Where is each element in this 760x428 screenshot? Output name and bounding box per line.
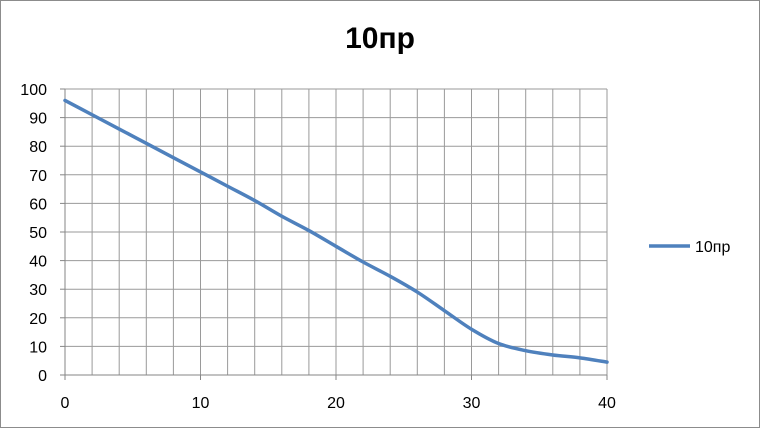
series-line xyxy=(63,98,609,364)
y-tick-label: 70 xyxy=(29,168,47,185)
y-tick-label: 40 xyxy=(29,254,47,271)
y-tick-label: 100 xyxy=(20,82,47,99)
y-tick-label: 90 xyxy=(29,111,47,128)
y-tick-label: 80 xyxy=(29,139,47,156)
series-group xyxy=(63,98,609,364)
axes xyxy=(60,88,608,380)
y-tick-label: 60 xyxy=(29,196,47,213)
y-tick-label: 10 xyxy=(29,339,47,356)
x-tick-label: 10 xyxy=(192,395,210,412)
x-tick-label: 20 xyxy=(327,395,345,412)
x-tick-label: 30 xyxy=(463,395,481,412)
grid xyxy=(64,88,608,376)
chart-title: 10пр xyxy=(345,22,415,55)
x-tick-label: 40 xyxy=(598,395,616,412)
y-tick-label: 20 xyxy=(29,311,47,328)
y-tick-label: 50 xyxy=(29,225,47,242)
legend: 10пр xyxy=(649,239,730,256)
legend-label: 10пр xyxy=(695,239,730,256)
y-tick-labels: 0 10 20 30 40 50 60 70 80 90 100 xyxy=(20,82,47,385)
y-tick-label: 0 xyxy=(38,368,47,385)
x-tick-label: 0 xyxy=(61,395,70,412)
y-tick-label: 30 xyxy=(29,282,47,299)
x-tick-labels: 0 10 20 30 40 xyxy=(61,395,616,412)
